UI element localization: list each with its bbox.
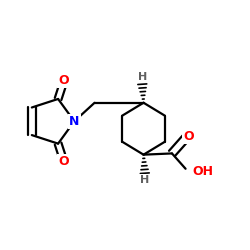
Text: OH: OH (192, 165, 214, 178)
Text: O: O (58, 155, 69, 168)
Text: O: O (183, 130, 194, 142)
Text: O: O (58, 74, 69, 87)
Text: H: H (138, 72, 147, 82)
Text: N: N (69, 115, 80, 128)
Text: H: H (140, 175, 149, 185)
